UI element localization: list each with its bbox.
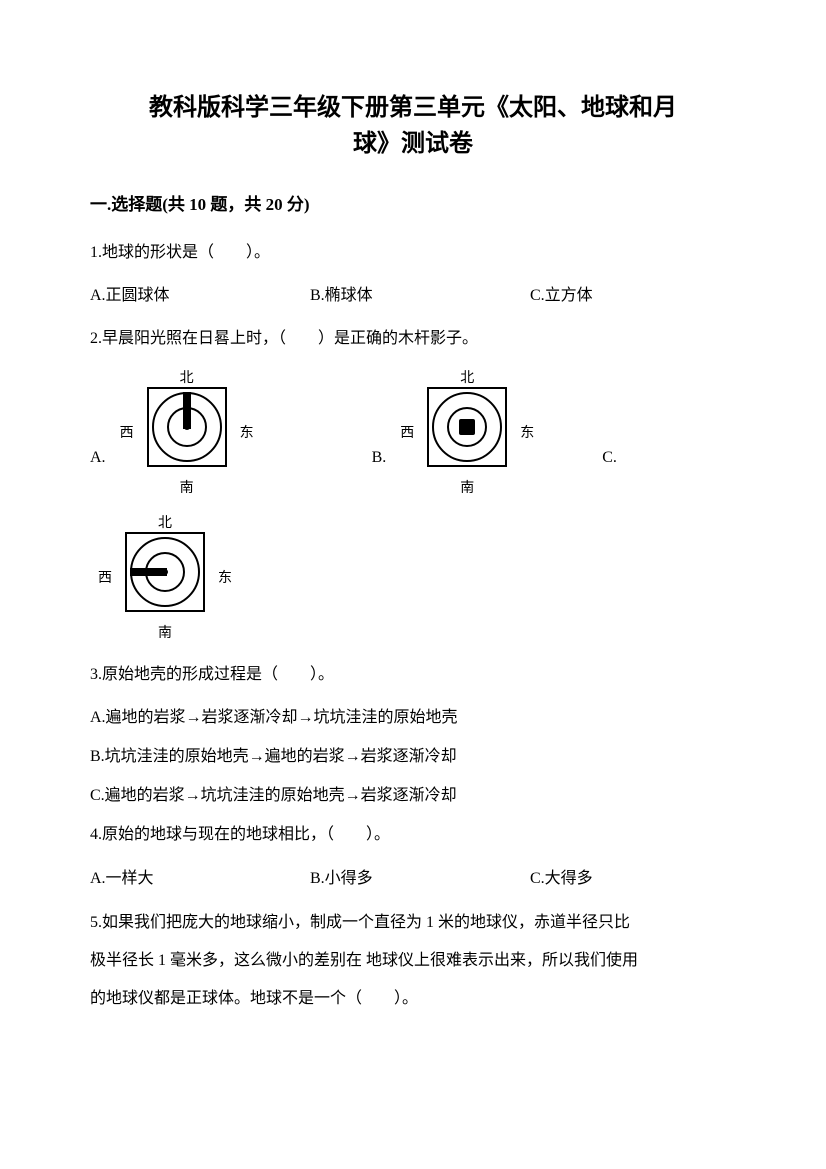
- q2-diagram-row-1: A. 北 南 西 东 B. 北 南 西 东: [90, 367, 736, 497]
- compass-b-west: 西: [400, 422, 414, 442]
- compass-c-box: [125, 532, 205, 612]
- compass-b-north: 北: [460, 367, 474, 387]
- q3-option-c: C.遍地的岩浆→坑坑洼洼的原始地壳→岩浆逐渐冷却: [90, 778, 736, 813]
- q4-option-a: A.一样大: [90, 861, 310, 896]
- q1-option-a: A.正圆球体: [90, 278, 310, 313]
- q2-diagram-a-block: A. 北 南 西 东: [90, 367, 262, 497]
- question-5: 5.如果我们把庞大的地球缩小，制成一个直径为 1 米的地球仪，赤道半径只比 极半…: [90, 904, 736, 1019]
- q3-option-a: A.遍地的岩浆→岩浆逐渐冷却→坑坑洼洼的原始地壳: [90, 700, 736, 735]
- compass-b-east: 东: [520, 422, 534, 442]
- compass-a-south: 南: [180, 477, 194, 497]
- q2-diagram-row-2: 北 南 西 东: [90, 512, 736, 642]
- compass-a-box: [147, 387, 227, 467]
- question-4-text: 4.原始的地球与现在的地球相比，（ ）。: [90, 817, 736, 852]
- compass-c-center-dot: [162, 569, 168, 575]
- q5-line-1: 5.如果我们把庞大的地球缩小，制成一个直径为 1 米的地球仪，赤道半径只比: [90, 904, 736, 942]
- compass-diagram-a: 北 南 西 东: [112, 367, 262, 497]
- question-3-text: 3.原始地壳的形成过程是（ ）。: [90, 657, 736, 692]
- question-2-text: 2.早晨阳光照在日晷上时，（ ）是正确的木杆影子。: [90, 321, 736, 356]
- compass-diagram-c: 北 南 西 东: [90, 512, 240, 642]
- title-line-2: 球》测试卷: [90, 126, 736, 162]
- compass-b-south: 南: [460, 477, 474, 497]
- question-1-options: A.正圆球体 B.椭球体 C.立方体: [90, 278, 736, 313]
- compass-a-center-dot: [184, 424, 190, 430]
- q2-diagram-b-block: B. 北 南 西 东: [372, 367, 543, 497]
- compass-diagram-b: 北 南 西 东: [392, 367, 542, 497]
- compass-a-east: 东: [240, 422, 254, 442]
- q2-label-c: C.: [602, 449, 617, 497]
- section-header: 一.选择题(共 10 题，共 20 分): [90, 190, 736, 215]
- q4-option-b: B.小得多: [310, 861, 530, 896]
- compass-c-north: 北: [158, 512, 172, 532]
- q3-option-b: B.坑坑洼洼的原始地壳→遍地的岩浆→岩浆逐渐冷却: [90, 739, 736, 774]
- title-line-1: 教科版科学三年级下册第三单元《太阳、地球和月: [90, 90, 736, 126]
- q1-option-c: C.立方体: [530, 278, 736, 313]
- question-1-text: 1.地球的形状是（ ）。: [90, 235, 736, 270]
- question-4-options: A.一样大 B.小得多 C.大得多: [90, 861, 736, 896]
- page-title: 教科版科学三年级下册第三单元《太阳、地球和月 球》测试卷: [90, 90, 736, 162]
- compass-c-east: 东: [218, 567, 232, 587]
- q4-option-c: C.大得多: [530, 861, 736, 896]
- q2-label-b: B.: [372, 449, 387, 497]
- compass-b-shadow-center: [459, 419, 475, 435]
- q5-line-2: 极半径长 1 毫米多，这么微小的差别在 地球仪上很难表示出来，所以我们使用: [90, 942, 736, 980]
- q2-diagram-c-block: 北 南 西 东: [90, 512, 240, 642]
- compass-a-west: 西: [120, 422, 134, 442]
- q5-line-3: 的地球仪都是正球体。地球不是一个（ ）。: [90, 980, 736, 1018]
- compass-c-west: 西: [98, 567, 112, 587]
- compass-c-south: 南: [158, 622, 172, 642]
- compass-b-box: [427, 387, 507, 467]
- q2-label-a: A.: [90, 449, 106, 497]
- q1-option-b: B.椭球体: [310, 278, 530, 313]
- compass-a-north: 北: [180, 367, 194, 387]
